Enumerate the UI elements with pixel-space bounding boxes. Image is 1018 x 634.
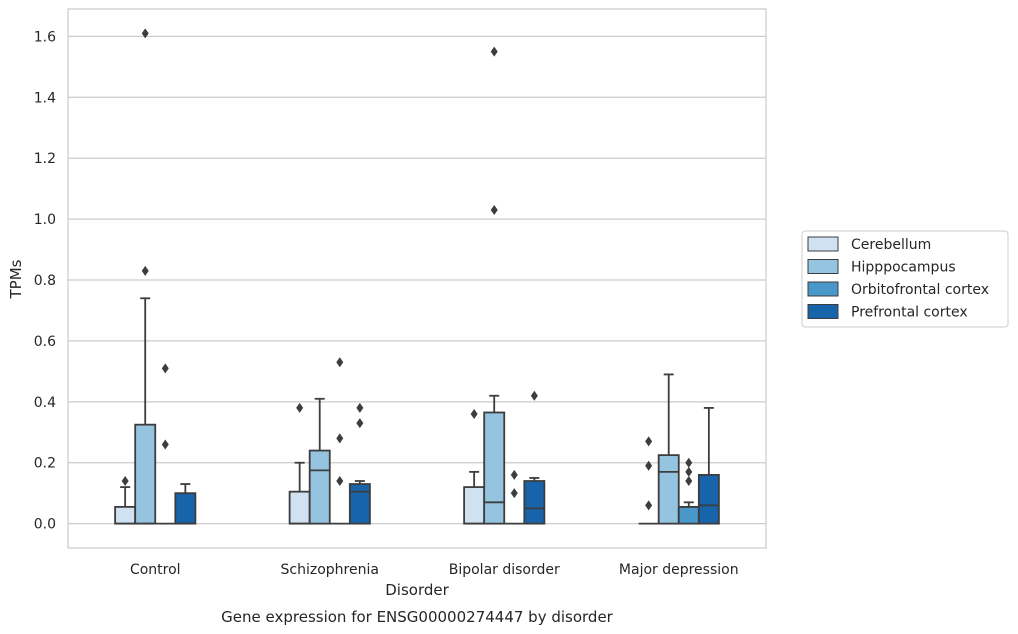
y-tick-label: 0.0	[34, 517, 56, 533]
outlier-marker	[685, 457, 693, 468]
y-tick-label: 0.6	[34, 334, 56, 350]
outlier-marker	[336, 476, 344, 487]
box-orbitofrontal-cortex-2	[504, 469, 525, 525]
outlier-marker	[121, 476, 129, 487]
x-tick-label: Major depression	[619, 562, 739, 578]
box-cerebellum-0	[114, 476, 137, 525]
outlier-marker	[685, 476, 693, 487]
legend-label: Cerebellum	[851, 237, 931, 253]
box	[657, 454, 680, 525]
x-tick-labels: Control Schizophrenia Bipolar disorder Majo…	[130, 562, 739, 578]
x-tick-label: Control	[130, 562, 181, 578]
y-axis-title: TPMs	[7, 259, 25, 299]
outlier-marker	[470, 409, 478, 420]
outlier-marker	[336, 357, 344, 368]
box	[697, 474, 720, 525]
outlier-marker	[141, 28, 149, 39]
y-tick-labels: 0.0 0.2 0.4 0.6 0.8 1.0 1.2 1.4 1.6	[34, 29, 56, 532]
y-tick-label: 1.6	[34, 29, 56, 45]
box-prefrontal-cortex-2	[523, 390, 546, 525]
outlier-marker	[490, 46, 498, 57]
outlier-marker	[490, 204, 498, 215]
x-axis-title: Disorder	[385, 581, 449, 599]
y-tick-label: 1.0	[34, 212, 56, 228]
x-tick-label: Schizophrenia	[281, 562, 379, 578]
legend-swatch	[807, 281, 839, 297]
box	[134, 423, 157, 525]
outlier-marker	[645, 460, 653, 471]
y-tick-label: 0.4	[34, 395, 56, 411]
outlier-marker	[161, 439, 169, 450]
legend-label: Hipppocampus	[851, 260, 956, 276]
box-orbitofrontal-cortex-3	[677, 457, 700, 525]
legend-label: Orbitofrontal cortex	[851, 282, 989, 298]
outlier-marker	[356, 402, 364, 413]
box-prefrontal-cortex-0	[174, 483, 197, 525]
box-prefrontal-cortex-1	[348, 402, 371, 525]
y-tick-label: 1.4	[34, 90, 56, 106]
box-prefrontal-cortex-3	[697, 407, 720, 525]
box	[288, 490, 311, 525]
box-orbitofrontal-cortex-0	[155, 363, 176, 525]
plot-area-frame	[67, 8, 767, 549]
box	[348, 483, 371, 525]
box	[463, 486, 486, 525]
legend: Cerebellum Hipppocampus Orbitofrontal cort…	[801, 230, 1009, 328]
y-tick-label: 0.2	[34, 456, 56, 472]
legend-swatch	[807, 236, 839, 252]
y-tick-label: 1.2	[34, 151, 56, 167]
x-tick-label: Bipolar disorder	[449, 562, 560, 578]
box-orbitofrontal-cortex-1	[329, 357, 350, 525]
box	[483, 411, 506, 525]
outlier-marker	[645, 436, 653, 447]
outlier-marker	[296, 402, 304, 413]
box-cerebellum-3	[638, 436, 659, 525]
box	[308, 449, 331, 525]
outlier-marker	[141, 265, 149, 276]
outlier-marker	[161, 363, 169, 374]
outlier-marker	[356, 418, 364, 429]
outlier-marker	[645, 500, 653, 511]
outlier-marker	[530, 390, 538, 401]
outlier-marker	[336, 433, 344, 444]
box-cerebellum-2	[463, 409, 486, 525]
outlier-marker	[685, 466, 693, 477]
chart-caption: Gene expression for ENSG00000274447 by d…	[221, 608, 614, 626]
legend-swatch	[807, 304, 839, 319]
outlier-marker	[510, 488, 518, 499]
box-hipppocampus-1	[308, 397, 331, 525]
box	[677, 505, 700, 525]
legend-swatch	[807, 259, 839, 274]
box-plot-series	[114, 28, 720, 525]
outlier-marker	[510, 469, 518, 480]
y-tick-label: 0.8	[34, 273, 56, 289]
legend-label: Prefrontal cortex	[851, 305, 968, 321]
y-gridlines	[68, 35, 766, 525]
box	[114, 505, 137, 525]
box-hipppocampus-0	[134, 28, 157, 525]
box	[523, 480, 546, 525]
box-hipppocampus-3	[657, 373, 680, 525]
box-hipppocampus-2	[483, 46, 506, 525]
box	[174, 492, 197, 525]
legend-frame	[801, 230, 1009, 328]
